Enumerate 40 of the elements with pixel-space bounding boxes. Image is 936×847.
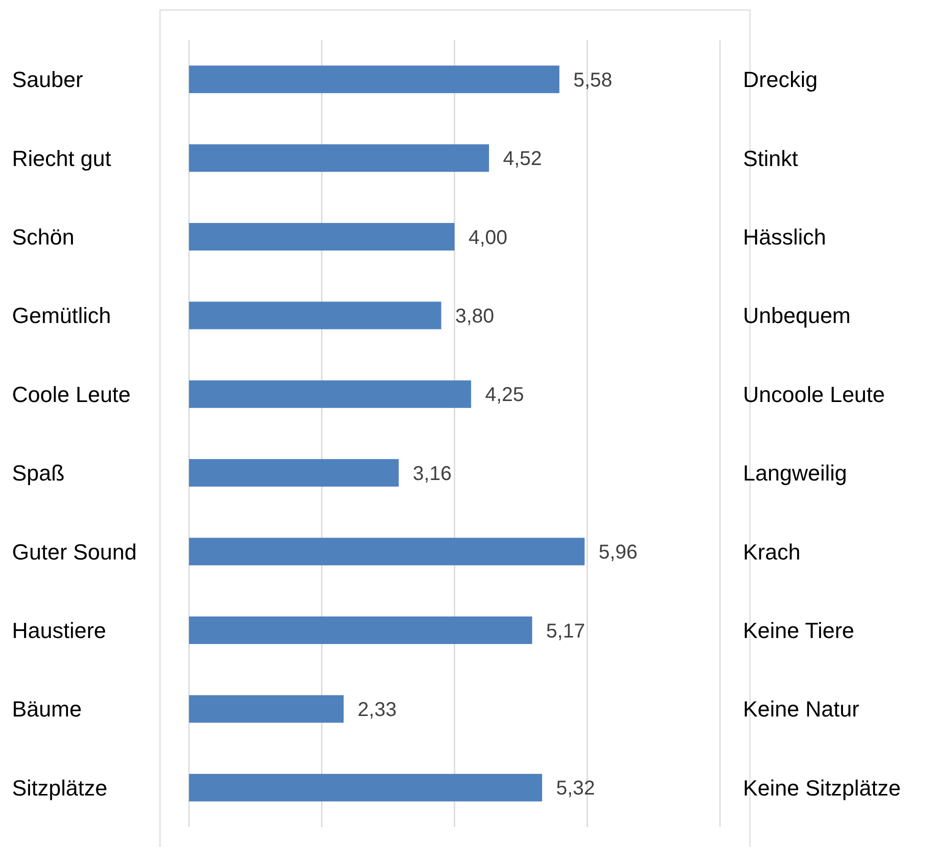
- data-label: 4,52: [503, 148, 542, 170]
- data-label: 5,17: [546, 620, 586, 642]
- bar: [189, 538, 585, 566]
- y-tick-label: Spaß: [12, 460, 65, 486]
- y2-tick-label: Krach: [743, 539, 800, 564]
- bar: [189, 66, 560, 94]
- y-tick-label: Riecht gut: [12, 146, 112, 171]
- y2-tick-label: Keine Sitzplätze: [743, 775, 901, 800]
- y-tick-label: Coole Leute: [12, 382, 131, 407]
- data-label: 3,80: [455, 305, 494, 328]
- data-label: 4,00: [468, 226, 508, 249]
- bar: [189, 616, 532, 644]
- data-label: 5,32: [556, 778, 596, 800]
- data-label: 5,96: [598, 542, 638, 564]
- y2-tick-label: Keine Natur: [743, 696, 860, 722]
- y-tick-label: Sitzplätze: [12, 775, 108, 800]
- bar: [189, 380, 472, 408]
- data-label: 2,33: [358, 698, 397, 721]
- y2-tick-label: Stinkt: [743, 146, 798, 171]
- y2-tick-label: Unbequem: [743, 303, 851, 328]
- bar: [189, 302, 442, 330]
- y-tick-label: Haustiere: [12, 618, 106, 643]
- y2-tick-label: Keine Tiere: [743, 618, 854, 643]
- y-tick-label: Bäume: [12, 696, 82, 722]
- bar: [189, 222, 454, 251]
- bar: [189, 144, 490, 172]
- y-tick-label: Schön: [12, 224, 74, 250]
- y2-tick-label: Uncoole Leute: [743, 382, 885, 407]
- y-tick-label: Gemütlich: [12, 303, 112, 328]
- y2-tick-label: Langweilig: [743, 460, 847, 486]
- bar: [189, 774, 542, 802]
- data-label: 4,25: [485, 384, 524, 406]
- y-tick-label: Guter Sound: [12, 539, 137, 564]
- bar: [189, 695, 344, 723]
- y2-tick-label: Hässlich: [743, 224, 826, 250]
- y-tick-label: Sauber: [12, 67, 83, 92]
- data-label: 5,58: [573, 69, 612, 92]
- y2-tick-label: Dreckig: [743, 67, 818, 92]
- data-label: 3,16: [412, 462, 452, 485]
- bar: [189, 459, 399, 487]
